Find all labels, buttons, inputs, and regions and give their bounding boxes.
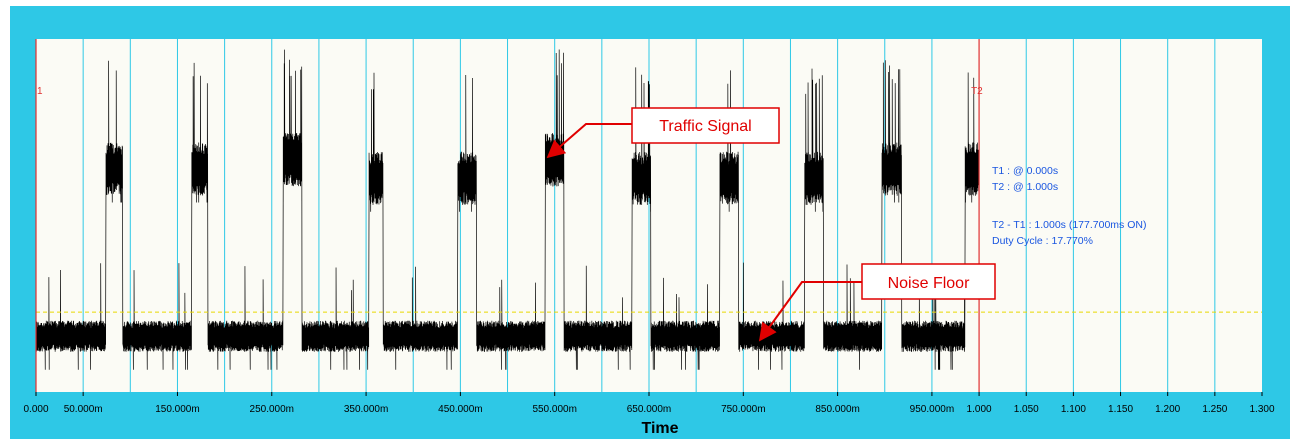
measurement-line-2: T2 - T1 : 1.000s (177.700ms ON) [992, 219, 1146, 231]
traffic-signal-arrow [546, 123, 632, 159]
tick-label-15: 1.200 [1155, 404, 1180, 415]
tick-label-8: 750.000m [721, 404, 765, 415]
cursor-t1-label: 1 [37, 86, 43, 97]
tick-label-10: 950.000m [910, 404, 954, 415]
noise-floor-callout: Noise Floor [758, 263, 996, 342]
tick-label-6: 550.000m [532, 404, 576, 415]
noise-floor-box [861, 263, 996, 300]
tick-label-12: 1.050 [1014, 404, 1039, 415]
tick-label-4: 350.000m [344, 404, 388, 415]
tick-label-17: 1.300 [1249, 404, 1274, 415]
x-axis-title: Time [641, 420, 678, 437]
tick-label-7: 650.000m [627, 404, 671, 415]
tick-label-14: 1.150 [1108, 404, 1133, 415]
measurement-line-3: Duty Cycle : 17.770% [992, 235, 1093, 247]
cursors: 1 T2 [35, 39, 983, 392]
tick-label-5: 450.000m [438, 404, 482, 415]
tick-label-2: 150.000m [155, 404, 199, 415]
noise-floor-label: Noise Floor [888, 275, 970, 292]
tick-label-13: 1.100 [1061, 404, 1086, 415]
tick-label-9: 850.000m [815, 404, 859, 415]
tick-label-1: 50.000m [64, 404, 103, 415]
tick-label-11: 1.000 [967, 404, 992, 415]
traffic-signal-callout: Traffic Signal [546, 107, 780, 159]
cursor-t2-label: T2 [971, 86, 983, 97]
traffic-signal-label: Traffic Signal [659, 118, 751, 135]
x-axis-ticks: 0.000 50.000m 150.000m 250.000m 350.000m 450.… [23, 392, 1275, 415]
measurement-line-0: T1 : @ 0.000s [992, 165, 1058, 177]
measurement-readout: T1 : @ 0.000s T2 : @ 1.000s T2 - T1 : 1.00… [992, 165, 1146, 247]
signal-waveform [36, 49, 980, 370]
traffic-signal-box [631, 107, 780, 144]
signal-trace [36, 49, 980, 370]
tick-label-0: 0.000 [23, 404, 48, 415]
measurement-line-1: T2 : @ 1.000s [992, 181, 1058, 193]
tick-label-16: 1.250 [1202, 404, 1227, 415]
noise-floor-arrow [758, 281, 862, 342]
tick-label-3: 250.000m [250, 404, 294, 415]
